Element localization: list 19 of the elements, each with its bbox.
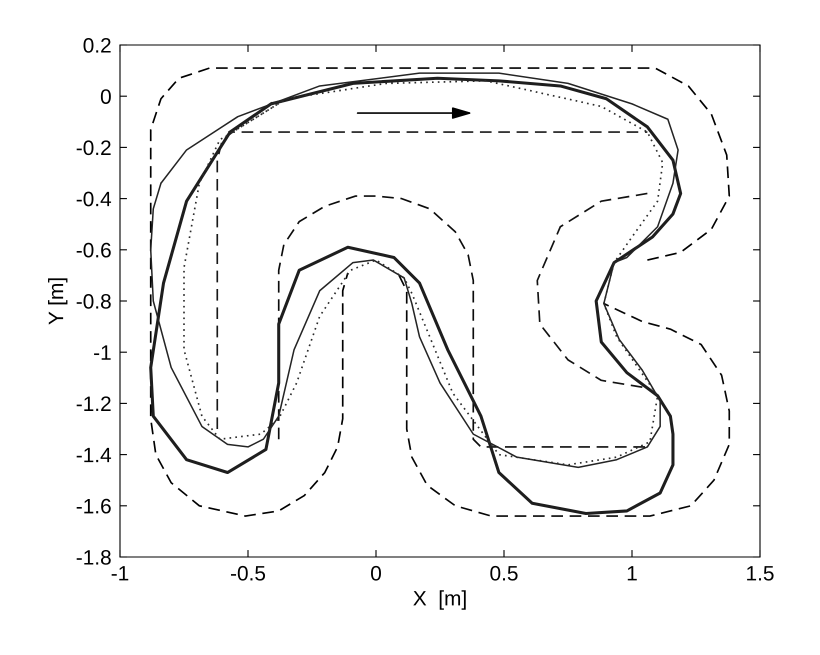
y-tick-label: -1.4 — [76, 448, 112, 462]
x-axis-title: X [m] — [413, 590, 466, 610]
x-tick-label: 0.5 — [490, 566, 518, 581]
x-tick-label: -0.5 — [230, 566, 266, 581]
y-tick-label: -1.2 — [76, 396, 111, 411]
y-tick-label: 0.2 — [84, 38, 111, 53]
y-tick-label: -0.6 — [76, 242, 111, 258]
x-tick-label: 0 — [371, 566, 381, 581]
y-tick-label: -1 — [94, 345, 111, 360]
y-tick-label: -0.4 — [76, 192, 112, 206]
x-tick-label: -1 — [112, 566, 128, 580]
y-tick-label: -0.8 — [76, 294, 111, 309]
y-tick-label: -1.6 — [76, 498, 111, 514]
x-tick-label: 1.5 — [747, 566, 774, 581]
y-tick-label: 0 — [100, 89, 111, 104]
y-axis-title: Y [m] — [48, 278, 68, 325]
y-tick-label: -1.8 — [76, 550, 111, 565]
x-tick-label: 1 — [628, 566, 637, 580]
y-tick-label: -0.2 — [76, 140, 111, 156]
